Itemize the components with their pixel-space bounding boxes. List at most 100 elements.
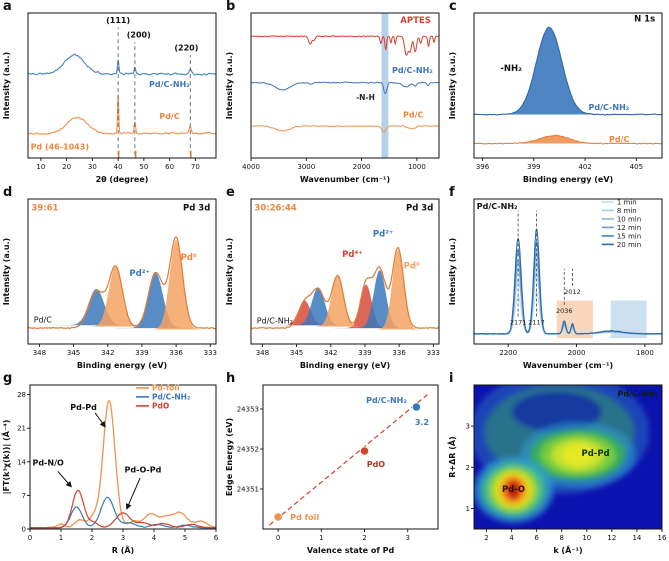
- co-drift-20min: [474, 228, 662, 335]
- panel-b-chart: 4000 3000 2000 1000 Wavenumber (cm⁻¹) Intensi…: [223, 0, 446, 186]
- exafs-pdo: [30, 489, 216, 529]
- pd0-3d52: [366, 249, 430, 330]
- y-axis-label: Intensity (a.u.): [225, 238, 234, 305]
- x-tick-label: 40: [114, 163, 123, 171]
- annotation: 30:26:44: [254, 204, 296, 214]
- panel-f-chart: 2171 2117 2036 2012 2200 2000 1800 Wavenumber (…: [446, 186, 669, 372]
- panel-b: b 4000 3000 2000 1000 Wavenumber (cm⁻¹) Inten…: [223, 0, 446, 186]
- x-axis-label: Valence state of Pd: [307, 546, 395, 555]
- annotation: (200): [127, 31, 151, 40]
- y-tick-label: 24351: [237, 486, 259, 494]
- panel-letter-b: b: [226, 0, 236, 14]
- pd0-3d32: [303, 274, 372, 327]
- chart-a: 10 20 30 40 50 60 70 2θ (degree) Intensity (a.u.…: [2, 12, 217, 184]
- x-tick-label: 342: [324, 349, 337, 357]
- panel-c-chart: 396 399 402 405 Binding energy (eV) Intensity…: [446, 0, 669, 186]
- panel-h-chart: 0 1 2 3 24351 24352 24353 Valence state of Pd Ed…: [223, 372, 446, 557]
- annotation: Pd-Pd: [70, 403, 97, 412]
- x-tick-label: 333: [427, 349, 440, 357]
- legend-label: PdO: [152, 401, 169, 410]
- x-axis-label: 2θ (degree): [96, 175, 149, 184]
- x-axis-label: Binding energy (eV): [300, 361, 390, 370]
- y-axis-label: Intensity (a.u.): [225, 52, 234, 119]
- annotation: Pd/C: [34, 315, 53, 324]
- panel-d: d 348 345 342 339 336 333 Binding energy (eV) I…: [0, 185, 223, 372]
- annotation: (220): [174, 44, 198, 53]
- y-tick-label: 7: [22, 492, 26, 500]
- plot-frame: [27, 198, 217, 345]
- plot-frame: [27, 12, 217, 159]
- pd0-3d32: [77, 265, 155, 327]
- n1s-pdc-nh2: [474, 26, 662, 116]
- annotation: Pd/C-NH₂: [589, 103, 630, 112]
- x-tick-label: 4: [152, 534, 157, 542]
- chart-e: 348 345 342 339 336 333 Binding energy (eV) Int…: [225, 198, 440, 370]
- y-axis-label: Edge Energy (eV): [225, 418, 234, 496]
- x-tick-label: 70: [191, 163, 200, 171]
- data-point: [273, 512, 283, 522]
- x-tick-label: 60: [165, 163, 174, 171]
- panel-letter-g: g: [3, 371, 13, 386]
- plot-frame: [473, 198, 663, 345]
- pd3d-envelope-pdcnh2: [251, 247, 439, 329]
- n1s-nh2-peak: [477, 27, 621, 115]
- legend-label: 10 min: [617, 215, 641, 223]
- annotation: 3.2: [415, 418, 429, 427]
- x-tick-label: 2000: [353, 163, 371, 171]
- legend-label: Pd-foil: [152, 383, 180, 392]
- x-axis-label: Binding energy (eV): [77, 361, 167, 370]
- panel-letter-c: c: [449, 0, 457, 14]
- panel-letter-a: a: [3, 0, 12, 14]
- plot-frame: [29, 384, 217, 530]
- pd2-3d52: [114, 273, 197, 329]
- chart-f: 2171 2117 2036 2012 2200 2000 1800 Wavenumber (…: [448, 198, 663, 370]
- annotation: Pd (46-1043): [31, 142, 89, 151]
- pd3d-envelope-pdc: [28, 236, 216, 330]
- n1s-pdc: [474, 134, 662, 145]
- x-axis-label: k (Å⁻¹): [553, 545, 582, 555]
- x-tick-label: 12: [607, 534, 616, 542]
- highlight-band: [381, 13, 389, 158]
- x-tick-label: 5: [183, 534, 187, 542]
- reference-line-label: 2036: [556, 307, 573, 315]
- annotation: Pd/C: [403, 110, 424, 119]
- panel-e: e 348 345 342 339 336 333 Binding energy (eV) I…: [223, 185, 446, 372]
- annotation: PdO: [367, 460, 386, 469]
- x-tick-label: 2200: [499, 349, 517, 357]
- annotation: Pd/C-NH₂: [366, 396, 407, 405]
- x-tick-label: 3000: [297, 163, 315, 171]
- panel-a-chart: 10 20 30 40 50 60 70 2θ (degree) Intensity (a.u.…: [0, 0, 223, 186]
- x-tick-label: 2000: [568, 349, 586, 357]
- panel-e-chart: 348 345 342 339 336 333 Binding energy (eV) Int…: [223, 186, 446, 372]
- x-tick-label: 2: [362, 534, 366, 542]
- pd2-3d32: [281, 287, 355, 326]
- x-axis-label: Wavenumber (cm⁻¹): [523, 361, 613, 370]
- x-tick-label: 2: [90, 534, 94, 542]
- exafs-pd-foil: [30, 400, 216, 529]
- x-tick-label: 10: [36, 163, 45, 171]
- plot-frame: [250, 198, 440, 345]
- y-axis-label: R+ΔR (Å): [447, 436, 457, 478]
- x-tick-label: 2: [484, 534, 488, 542]
- pd0-3d52: [139, 239, 213, 330]
- pd4-3d32: [270, 300, 339, 326]
- annotation: Pd/C: [159, 112, 180, 121]
- n1s-pdc-peak: [474, 135, 637, 144]
- x-tick-label: 8: [559, 534, 563, 542]
- x-tick-label: 0: [276, 534, 280, 542]
- x-tick-label: 50: [139, 163, 148, 171]
- legend-label: 1 min: [617, 198, 637, 206]
- x-tick-label: 10: [582, 534, 591, 542]
- plot-frame: [262, 384, 439, 530]
- x-tick-label: 336: [169, 349, 183, 357]
- x-tick-label: 1: [319, 534, 323, 542]
- x-tick-label: 6: [534, 534, 539, 542]
- x-tick-label: 402: [578, 163, 591, 171]
- y-tick-label: 1: [466, 505, 470, 513]
- annotation-arrow: [125, 477, 141, 510]
- panel-a: a 10 20 30 40 50 60 70 2θ (degree) Intensity (a.…: [0, 0, 223, 186]
- panel-letter-i: i: [449, 371, 454, 386]
- legend-label: Pd/C-NH₂: [152, 392, 190, 401]
- x-tick-label: 399: [527, 163, 540, 171]
- annotation: Pd-O: [502, 485, 525, 495]
